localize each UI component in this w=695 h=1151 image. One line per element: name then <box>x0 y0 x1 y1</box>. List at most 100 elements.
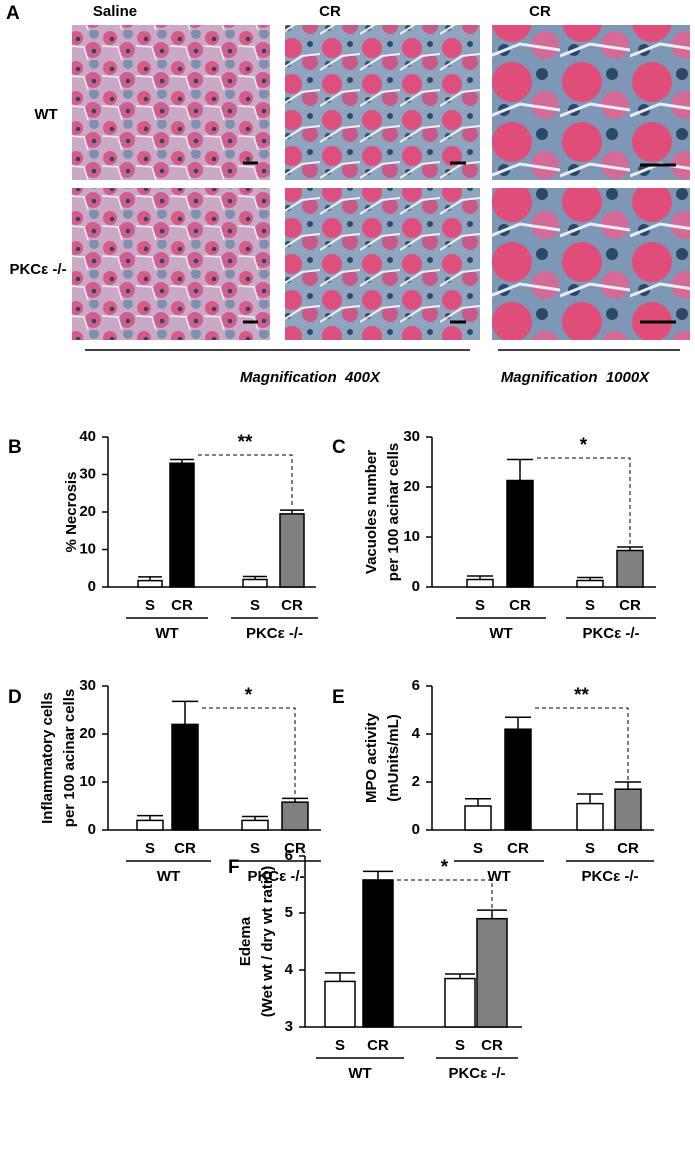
x-tick-label: S <box>250 840 260 857</box>
panel-label: B <box>8 437 22 458</box>
y-tick-label: 10 <box>79 540 96 557</box>
group-label: WT <box>487 868 510 885</box>
bar <box>576 802 604 831</box>
y-axis-label: Edema <box>237 916 254 966</box>
group-label: WT <box>157 868 180 885</box>
x-tick-label: CR <box>284 840 306 857</box>
x-tick-label: CR <box>367 1037 389 1054</box>
y-axis-label: MPO activity <box>363 712 380 803</box>
x-tick-label: CR <box>281 597 303 614</box>
bar <box>242 578 268 588</box>
bar <box>616 549 644 588</box>
significance-bracket <box>198 454 293 509</box>
x-tick-label: S <box>335 1037 345 1054</box>
bar-chart: E MPO activity (mUnits/mL) 0 2 4 6 S CR S CR WT PKCε… <box>332 677 654 885</box>
histology-panel: A Saline CR CR WT PKCε -/- Magnification… <box>6 3 690 386</box>
y-tick-label: 30 <box>403 428 420 445</box>
y-tick-label: 6 <box>412 677 420 694</box>
bar <box>464 805 492 831</box>
y-tick-label: 20 <box>79 503 96 520</box>
y-tick-label: 0 <box>88 578 96 595</box>
x-tick-label: S <box>145 597 155 614</box>
significance-bracket <box>537 457 631 545</box>
column-header: Saline <box>93 3 137 20</box>
group-label: WT <box>489 625 512 642</box>
group-label: PKCε -/- <box>582 625 639 642</box>
y-tick-label: 3 <box>285 1018 293 1035</box>
bar <box>279 513 305 588</box>
group-label: PKCε -/- <box>247 868 304 885</box>
micrograph <box>492 188 690 340</box>
x-tick-label: CR <box>174 840 196 857</box>
x-tick-label: S <box>585 597 595 614</box>
micrograph <box>72 25 270 180</box>
bar <box>281 801 309 831</box>
bar <box>444 977 476 1028</box>
column-header: CR <box>319 3 341 20</box>
panel-label: A <box>6 3 20 24</box>
row-header: WT <box>34 106 57 123</box>
significance-bracket <box>202 707 296 797</box>
group-label: PKCε -/- <box>246 625 303 642</box>
scale-bars <box>243 161 676 324</box>
y-tick-label: 4 <box>285 961 294 978</box>
magnification-label: Magnification 1000X <box>501 369 650 386</box>
bar-chart: B % Necrosis 0 10 20 30 40 S CR S CR WT PKCε -/- ** <box>8 428 318 642</box>
y-tick-label: 10 <box>79 773 96 790</box>
bar <box>241 819 269 831</box>
panel-label: C <box>332 437 346 458</box>
bar <box>169 462 195 588</box>
x-tick-label: S <box>585 840 595 857</box>
y-axis-label: (mUnits/mL) <box>385 714 402 802</box>
x-tick-label: CR <box>509 597 531 614</box>
bar <box>506 479 534 588</box>
significance-bracket <box>535 707 629 780</box>
panel-label: D <box>8 687 22 708</box>
significance-label: * <box>245 685 253 706</box>
bar <box>137 579 163 588</box>
bar <box>466 578 494 588</box>
bar <box>614 788 642 831</box>
x-tick-label: CR <box>481 1037 503 1054</box>
column-header: CR <box>529 3 551 20</box>
x-tick-label: CR <box>507 840 529 857</box>
x-tick-label: CR <box>617 840 639 857</box>
y-tick-label: 20 <box>403 478 420 495</box>
bar <box>136 819 164 831</box>
y-tick-label: 2 <box>412 773 420 790</box>
micrograph <box>72 188 270 340</box>
panel-label: F <box>228 857 240 878</box>
y-tick-label: 40 <box>79 428 96 445</box>
y-tick-label: 30 <box>79 677 96 694</box>
y-axis-label: % Necrosis <box>63 472 80 553</box>
y-tick-label: 0 <box>412 821 420 838</box>
bar <box>476 917 508 1028</box>
bar-chart: D Inflammatory cells per 100 acinar cells 0… <box>8 677 321 885</box>
x-tick-label: S <box>250 597 260 614</box>
significance-label: * <box>441 857 449 878</box>
group-label: WT <box>348 1065 371 1082</box>
bar <box>324 980 356 1028</box>
group-label: PKCε -/- <box>581 868 638 885</box>
y-axis-label: per 100 acinar cells <box>61 689 78 827</box>
significance-bracket <box>397 879 493 909</box>
bar-chart: F Edema (Wet wt / dry wt ratio) 3 4 5 6 S CR S CR W… <box>228 847 522 1082</box>
y-tick-label: 5 <box>285 904 293 921</box>
panel-label: E <box>332 687 345 708</box>
x-tick-label: CR <box>171 597 193 614</box>
significance-label: * <box>580 435 588 456</box>
y-tick-label: 0 <box>412 578 420 595</box>
y-tick-label: 4 <box>412 725 421 742</box>
significance-label: ** <box>574 685 589 706</box>
bar <box>504 728 532 831</box>
bar <box>171 723 199 831</box>
bar <box>576 579 604 588</box>
y-tick-label: 6 <box>285 847 293 864</box>
y-axis-label: (Wet wt / dry wt ratio) <box>259 866 276 1017</box>
y-tick-label: 30 <box>79 465 96 482</box>
micrograph <box>285 188 480 340</box>
y-tick-label: 10 <box>403 528 420 545</box>
y-axis-label: Vacuoles number <box>363 450 380 574</box>
y-axis-label: Inflammatory cells <box>39 692 56 824</box>
